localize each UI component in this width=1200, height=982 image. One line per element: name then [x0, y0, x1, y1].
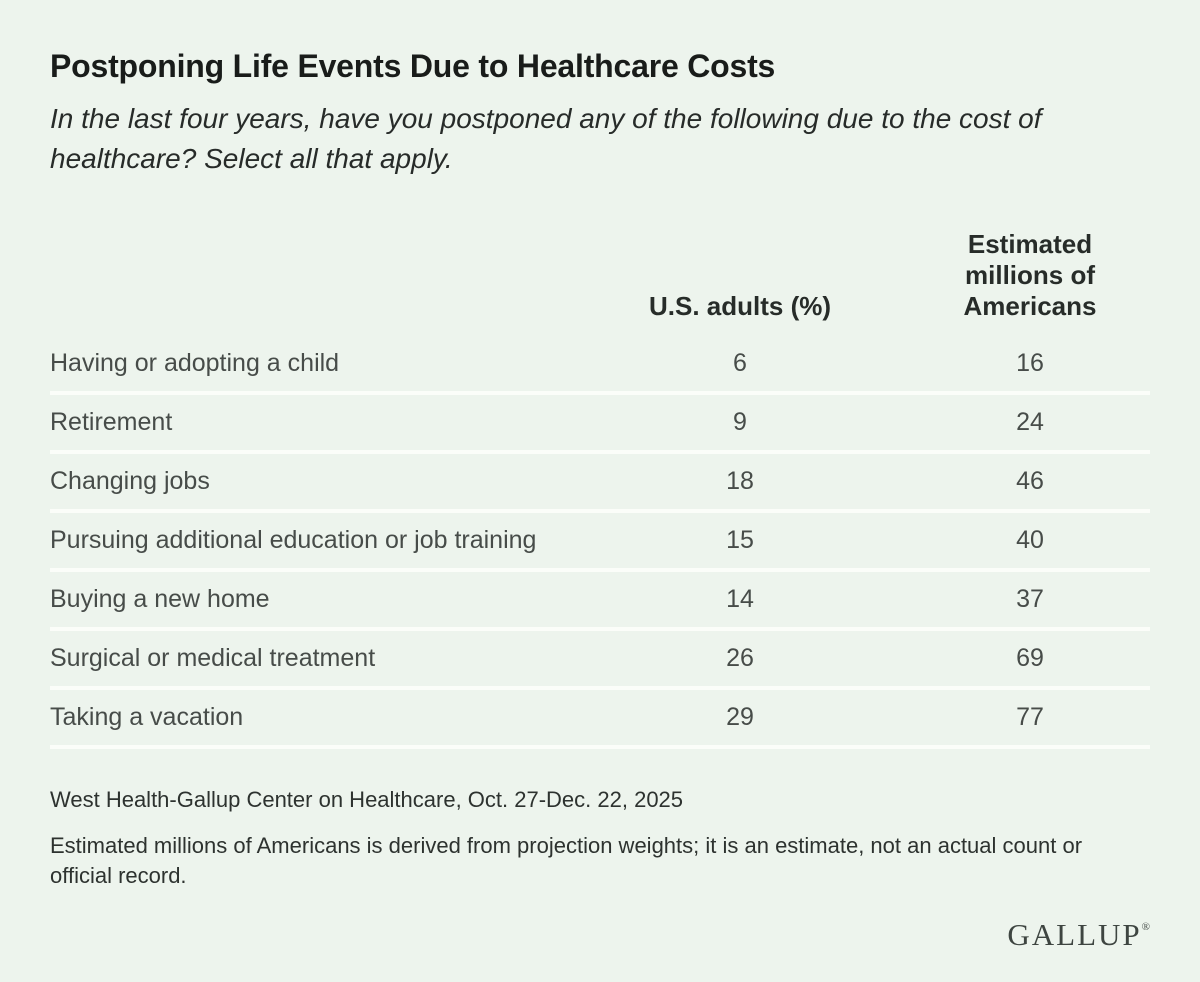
- est-millions-value: 40: [1016, 526, 1044, 554]
- table-row: Retirement 9 24: [50, 395, 1150, 454]
- footnote-text: Estimated millions of Americans is deriv…: [50, 833, 1083, 888]
- registered-trademark-icon: ®: [1141, 921, 1150, 933]
- table-row: Having or adopting a child 6 16: [50, 336, 1150, 395]
- est-millions-value: 77: [1016, 703, 1044, 731]
- gallup-logo: GALLUP®: [1007, 917, 1150, 952]
- row-label: Retirement: [50, 408, 173, 436]
- table-row: Taking a vacation 29 77: [50, 690, 1150, 749]
- page-title: Postponing Life Events Due to Healthcare…: [50, 48, 776, 84]
- table-header-row: U.S. adults (%) Estimated millions of Am…: [50, 229, 1150, 336]
- column-header-us-adults: U.S. adults (%): [648, 291, 831, 321]
- survey-question-subtitle: In the last four years, have you postpon…: [50, 103, 1042, 174]
- table-body: Having or adopting a child 6 16 Retirement 9…: [50, 336, 1150, 749]
- est-millions-value: 16: [1016, 349, 1044, 377]
- source-line: West Health-Gallup Center on Healthcare,…: [50, 787, 684, 812]
- data-table: U.S. adults (%) Estimated millions of Am…: [50, 229, 1150, 749]
- chart-container: Postponing Life Events Due to Healthcare…: [50, 48, 1150, 953]
- table-row: Pursuing additional education or job tra…: [50, 513, 1150, 572]
- us-adults-pct-value: 6: [733, 349, 747, 377]
- row-label: Having or adopting a child: [50, 349, 340, 377]
- row-label: Taking a vacation: [50, 703, 244, 731]
- column-header-est-millions: Estimated millions of Americans: [860, 229, 1150, 322]
- est-millions-value: 37: [1016, 585, 1044, 613]
- est-millions-value: 24: [1016, 408, 1044, 436]
- us-adults-pct-value: 18: [726, 467, 754, 495]
- us-adults-pct-value: 29: [726, 703, 754, 731]
- row-label: Pursuing additional education or job tra…: [50, 526, 537, 554]
- row-label: Buying a new home: [50, 585, 270, 613]
- us-adults-pct-value: 14: [726, 585, 754, 613]
- row-label: Changing jobs: [50, 467, 210, 495]
- us-adults-pct-value: 9: [733, 408, 747, 436]
- us-adults-pct-value: 15: [726, 526, 754, 554]
- est-millions-value: 46: [1016, 467, 1044, 495]
- us-adults-pct-value: 26: [726, 644, 754, 672]
- est-millions-value: 69: [1016, 644, 1044, 672]
- gallup-logo-text: GALLUP: [1007, 917, 1142, 952]
- row-label: Surgical or medical treatment: [50, 644, 376, 672]
- column-header-est-millions-label: Estimated millions of Americans: [963, 229, 1097, 321]
- table-row: Buying a new home 14 37: [50, 572, 1150, 631]
- logo-row: GALLUP®: [50, 917, 1150, 953]
- table-row: Surgical or medical treatment 26 69: [50, 631, 1150, 690]
- table-row: Changing jobs 18 46: [50, 454, 1150, 513]
